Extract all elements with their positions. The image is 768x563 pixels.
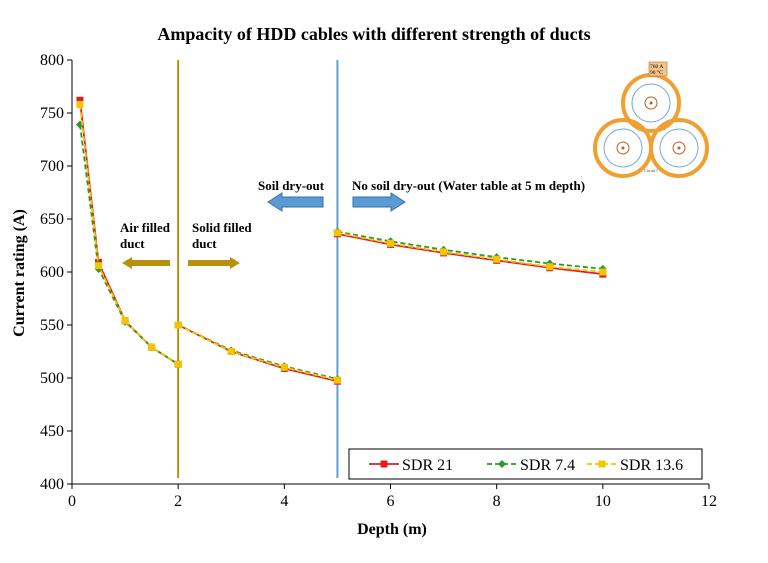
inset-value-badge <box>648 61 668 77</box>
inset-temp-label: 90 °C <box>650 69 663 76</box>
x-axis-label: Depth (m) <box>357 521 427 538</box>
annotation-soil-dry-out: Soil dry-out <box>258 178 325 193</box>
series-line-segment <box>337 230 603 270</box>
y-tick-label: 450 <box>40 423 64 440</box>
y-tick-label: 550 <box>40 317 64 334</box>
x-tick-label: 10 <box>595 493 611 510</box>
data-point <box>333 376 341 384</box>
data-point <box>546 263 554 271</box>
data-point <box>493 255 501 263</box>
data-point <box>76 96 84 104</box>
y-tick-label: 500 <box>40 370 64 387</box>
legend-label: SDR 13.6 <box>620 457 683 474</box>
x-tick-label: 8 <box>493 493 501 510</box>
inset-cable-top-core <box>631 83 671 123</box>
x-tick-label: 0 <box>68 493 76 510</box>
series-sdr-21 <box>76 96 607 385</box>
inset-cable-right <box>649 118 709 178</box>
annotation-air-filled: Air filled duct <box>120 220 171 251</box>
data-point <box>121 317 129 325</box>
arrow-left-dry-out-icon <box>267 192 324 212</box>
y-tick-label: 650 <box>40 211 64 228</box>
series-line-segment <box>79 104 179 365</box>
legend-label: SDR 21 <box>402 457 453 474</box>
series-sdr-13-6 <box>76 101 607 384</box>
arrow-left-air-icon <box>122 257 170 269</box>
chart-title: Ampacity of HDD cables with different st… <box>157 24 590 44</box>
series-sdr-7-4 <box>75 120 607 384</box>
y-tick-label: 750 <box>40 105 64 122</box>
data-point <box>76 101 84 109</box>
data-point <box>333 229 341 237</box>
legend: SDR 21 SDR 7.4 SDR 13.6 <box>348 448 703 480</box>
legend-marker <box>380 460 388 468</box>
inset-caption: Circuit 1 <box>644 168 658 173</box>
data-point <box>174 321 182 329</box>
y-tick-label: 700 <box>40 158 64 175</box>
y-tick-label: 600 <box>40 264 64 281</box>
x-tick-label: 4 <box>280 493 288 510</box>
data-point <box>599 268 607 276</box>
annotation-no-soil-dry-out: No soil dry-out (Water table at 5 m dept… <box>352 178 585 193</box>
series-line-segment <box>177 324 338 380</box>
y-axis-label: Current rating (A) <box>11 209 28 337</box>
legend-box <box>348 448 703 480</box>
series-line-segment <box>337 232 603 276</box>
data-point <box>174 360 182 368</box>
cable-inset-diagram: 760 A 90 °C Circuit 1 <box>593 61 709 178</box>
arrow-right-solid-icon <box>188 257 240 269</box>
legend-marker <box>498 460 506 468</box>
arrow-right-no-dry-out-icon <box>352 192 406 212</box>
annotation-solid-filled: Solid filled duct <box>192 220 252 251</box>
x-tick-label: 6 <box>387 493 395 510</box>
series-line-segment <box>177 324 338 381</box>
data-point <box>148 343 156 351</box>
inset-value-label: 760 A <box>650 64 663 70</box>
series-line-segment <box>177 324 338 383</box>
data-point <box>95 262 103 270</box>
data-point <box>280 363 288 371</box>
data-point <box>440 248 448 256</box>
y-tick-label: 400 <box>40 476 64 493</box>
data-point <box>387 239 394 247</box>
legend-label: SDR 7.4 <box>520 457 575 474</box>
data-point <box>227 348 235 355</box>
legend-marker <box>598 460 606 468</box>
x-tick-label: 12 <box>701 493 717 510</box>
x-tick-label: 2 <box>174 493 182 510</box>
y-tick-label: 800 <box>40 52 64 69</box>
